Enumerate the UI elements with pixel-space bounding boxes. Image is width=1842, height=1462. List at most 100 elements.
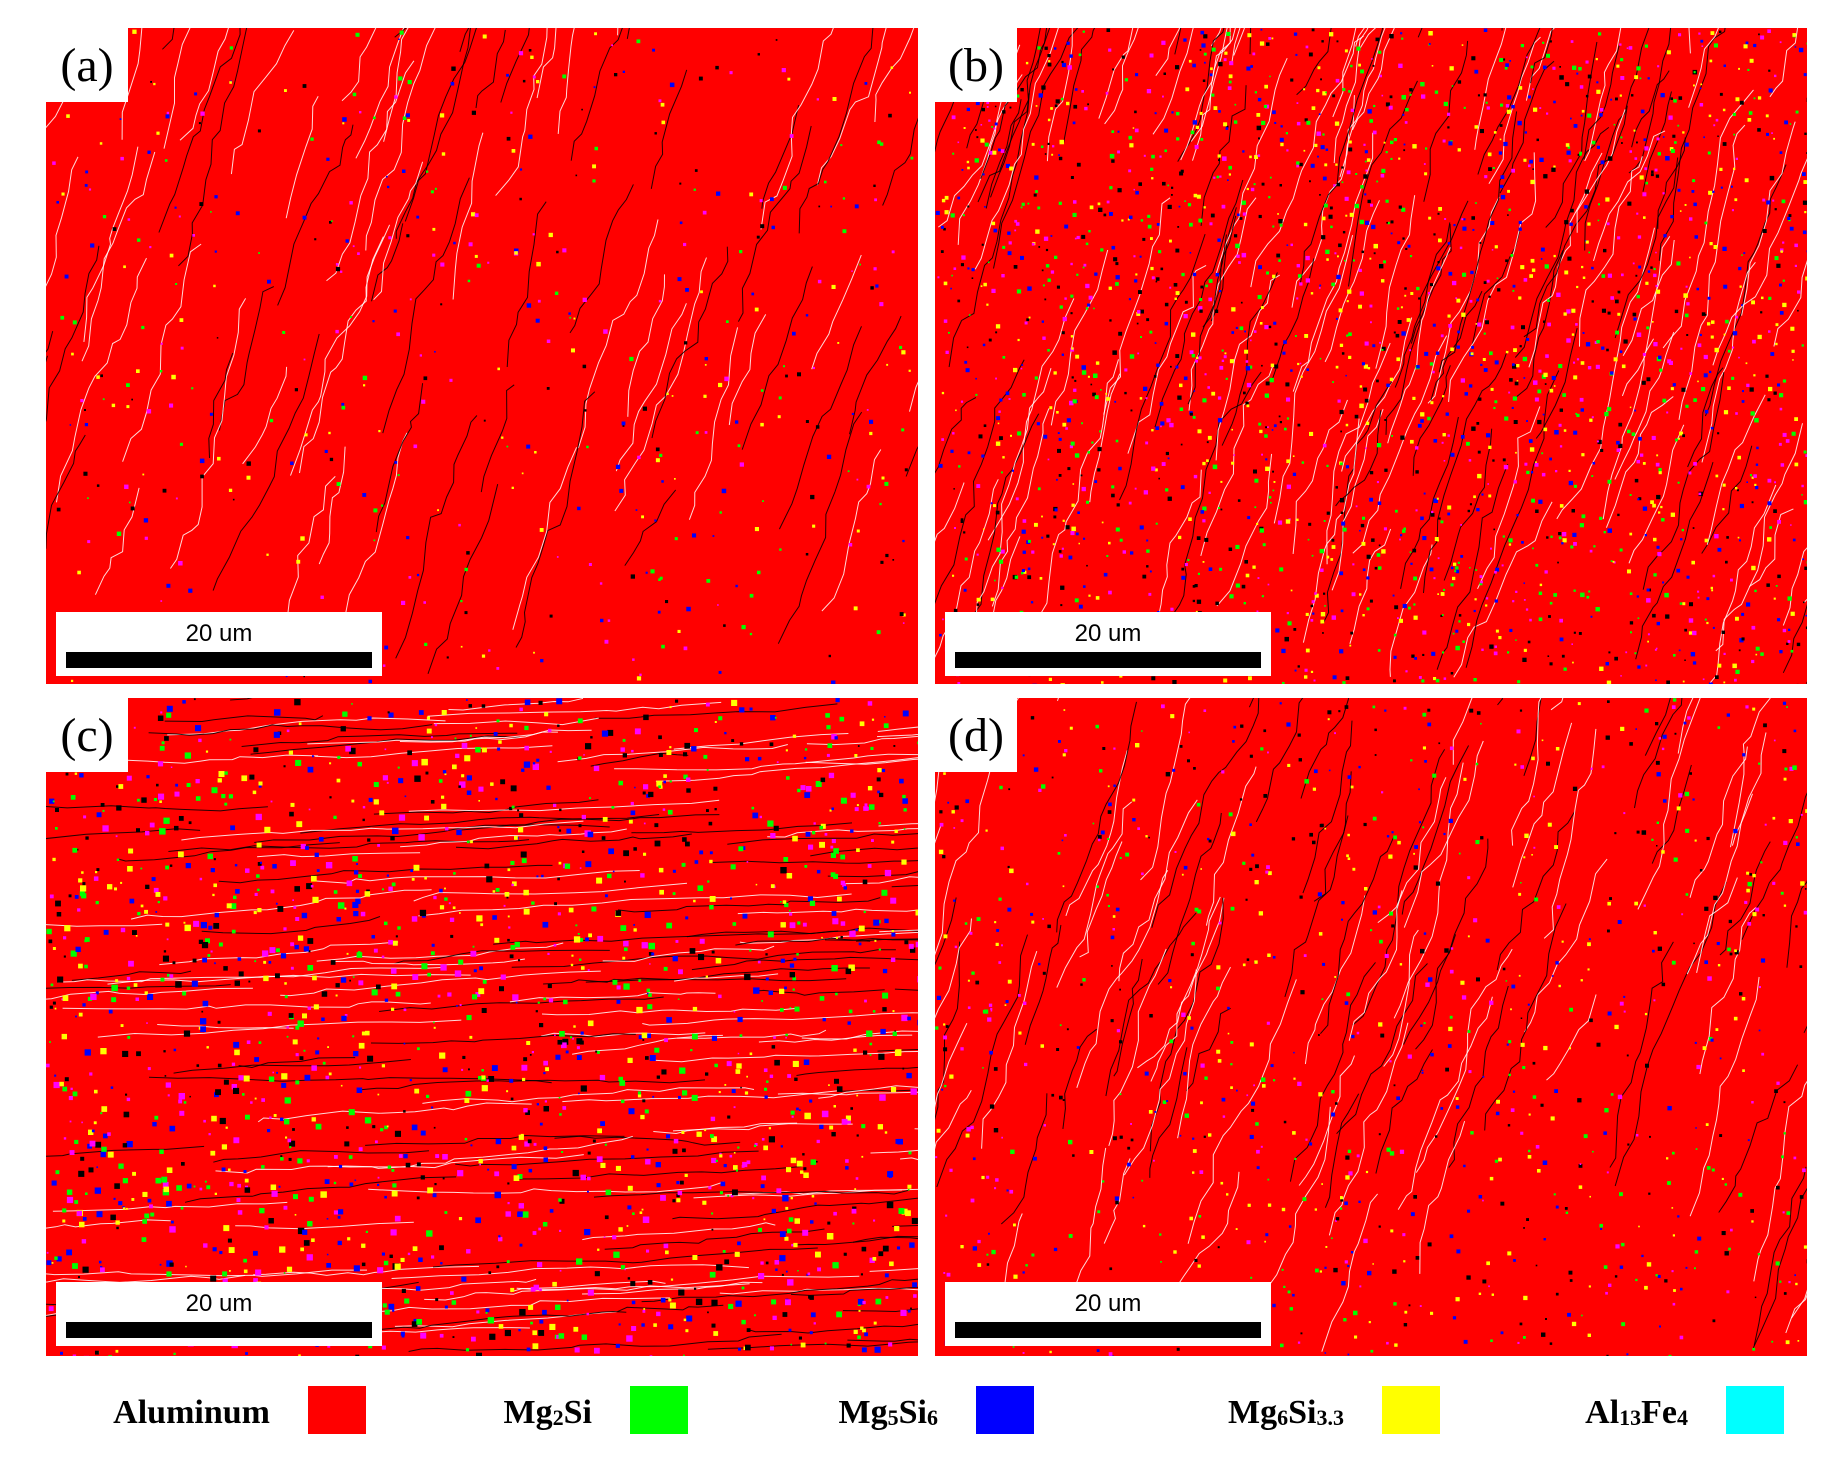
phase-particle	[1746, 481, 1748, 483]
phase-particle	[1699, 103, 1704, 107]
phase-particle	[308, 950, 311, 953]
phase-particle	[1437, 593, 1439, 595]
phase-particle	[948, 331, 950, 334]
phase-particle	[1582, 332, 1585, 334]
phase-particle	[1581, 109, 1585, 113]
phase-particle	[1197, 572, 1200, 575]
phase-particle	[1673, 654, 1676, 657]
phase-particle	[745, 757, 750, 762]
phase-particle	[1147, 214, 1151, 218]
phase-particle	[597, 1248, 600, 1251]
phase-particle	[1345, 676, 1350, 680]
phase-particle	[782, 1312, 788, 1317]
phase-particle	[562, 1106, 567, 1110]
phase-particle	[1525, 608, 1529, 611]
grain-boundary	[130, 889, 432, 920]
phase-particle	[833, 1211, 837, 1216]
phase-particle	[195, 796, 201, 801]
phase-particle	[994, 579, 996, 582]
phase-particle	[233, 1087, 240, 1094]
phase-particle	[214, 1192, 217, 1195]
phase-particle	[1010, 434, 1012, 437]
phase-particle	[1636, 595, 1639, 598]
phase-particle	[939, 633, 942, 637]
phase-particle	[161, 741, 165, 745]
phase-particle	[1193, 474, 1198, 479]
phase-particle	[726, 320, 729, 323]
phase-particle	[524, 725, 529, 731]
phase-particle	[686, 606, 691, 612]
phase-particle	[173, 1352, 176, 1356]
phase-particle	[576, 1258, 583, 1265]
phase-particle	[1229, 359, 1234, 364]
phase-particle	[1118, 331, 1123, 336]
phase-particle	[856, 848, 860, 852]
phase-particle	[966, 160, 970, 164]
phase-particle	[136, 369, 140, 373]
phase-particle	[1278, 259, 1281, 262]
grain-boundary	[1524, 858, 1608, 1033]
phase-particle	[866, 1030, 873, 1037]
phase-particle	[113, 1197, 116, 1200]
phase-particle	[581, 850, 585, 853]
phase-particle	[757, 570, 761, 575]
phase-particle	[1526, 420, 1528, 422]
phase-particle	[1701, 312, 1706, 316]
phase-particle	[1615, 299, 1619, 304]
phase-particle	[1219, 365, 1224, 370]
phase-particle	[1780, 250, 1783, 253]
phase-particle	[1462, 226, 1467, 231]
phase-particle	[1184, 200, 1186, 202]
phase-particle	[1363, 387, 1368, 392]
phase-particle	[1782, 241, 1785, 244]
phase-particle	[1470, 352, 1474, 356]
phase-particle	[1246, 66, 1251, 71]
phase-particle	[68, 1096, 73, 1101]
phase-particle	[122, 1143, 128, 1148]
phase-particle	[1261, 595, 1264, 598]
phase-particle	[162, 1189, 170, 1196]
phase-particle	[884, 1131, 888, 1134]
phase-particle	[813, 1322, 816, 1325]
phase-particle	[78, 1276, 80, 1279]
phase-particle	[1798, 47, 1804, 53]
phase-particle	[1237, 499, 1241, 502]
phase-particle	[1658, 511, 1661, 514]
phase-particle	[656, 780, 663, 787]
phase-particle	[212, 1247, 217, 1252]
phase-particle	[892, 559, 895, 561]
phase-particle	[183, 921, 186, 924]
phase-particle	[78, 1170, 85, 1177]
phase-particle	[1283, 340, 1287, 344]
phase-particle	[813, 822, 816, 825]
phase-particle	[1204, 537, 1209, 542]
phase-particle	[831, 284, 836, 289]
phase-particle	[275, 973, 280, 979]
grain-boundary	[1465, 370, 1560, 668]
phase-particle	[506, 136, 511, 141]
phase-particle	[512, 881, 517, 887]
phase-particle	[569, 316, 572, 319]
phase-particle	[1494, 245, 1498, 249]
phase-particle	[1339, 498, 1345, 503]
phase-particle	[582, 297, 587, 302]
phase-particle	[1515, 590, 1518, 593]
grain-boundary	[1499, 60, 1555, 194]
phase-particle	[1442, 651, 1445, 654]
phase-particle	[245, 1185, 248, 1189]
phase-particle	[476, 263, 481, 268]
phase-particle	[1420, 419, 1424, 423]
grain-boundary	[382, 177, 470, 434]
phase-particle	[225, 1126, 228, 1129]
phase-particle	[718, 382, 723, 388]
phase-particle	[52, 161, 56, 165]
phase-particle	[612, 870, 615, 873]
phase-particle	[723, 624, 726, 627]
grain-boundary	[1628, 424, 1685, 564]
phase-particle	[1563, 667, 1567, 671]
phase-particle	[1542, 41, 1545, 44]
phase-particle	[230, 825, 235, 831]
phase-particle	[1119, 538, 1123, 542]
phase-particle	[1662, 398, 1667, 403]
phase-particle	[639, 1211, 643, 1214]
